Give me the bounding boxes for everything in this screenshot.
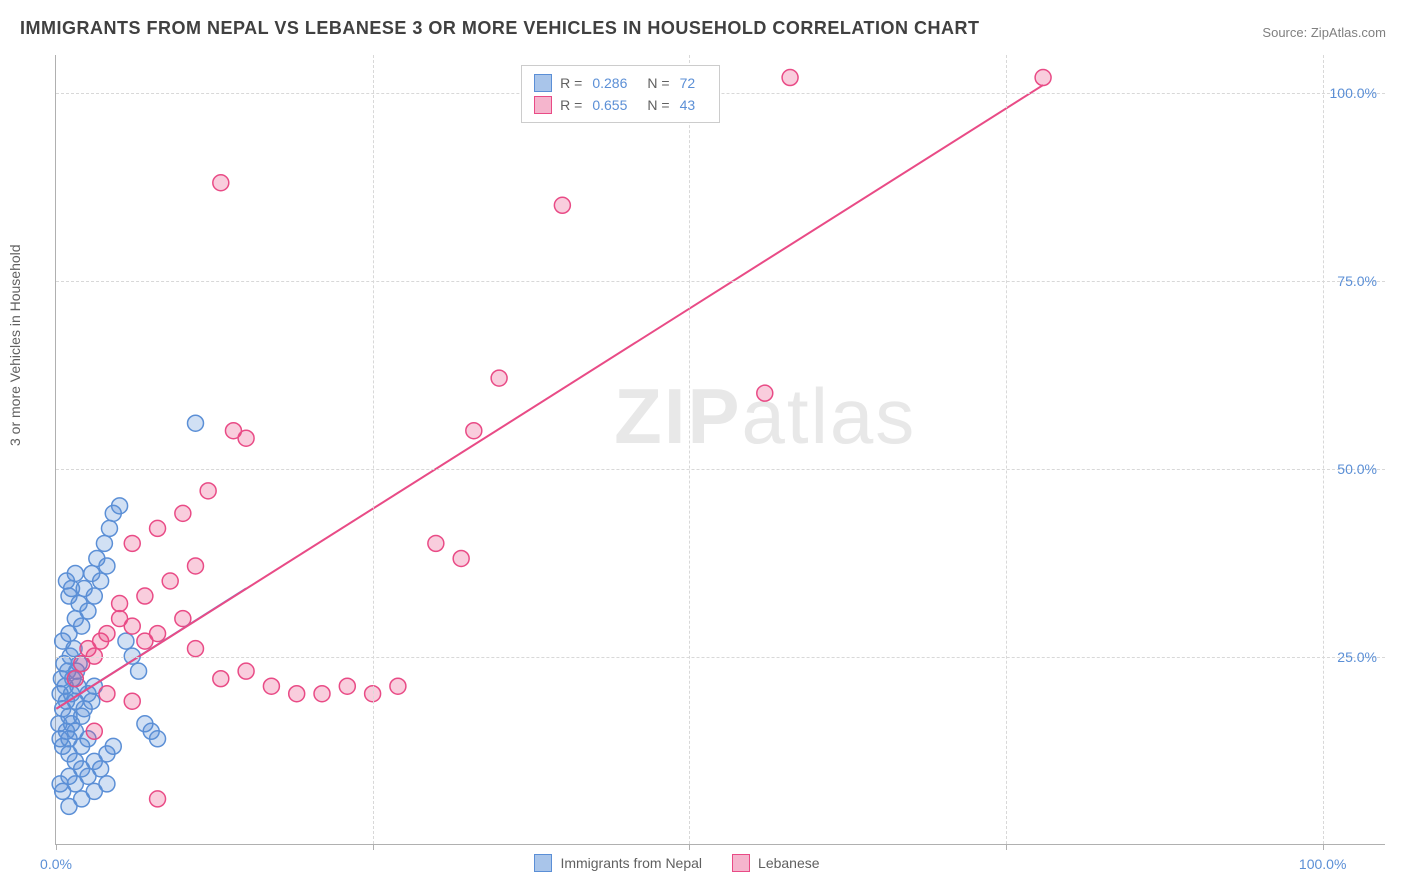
- scatter-point: [112, 498, 128, 514]
- legend-r-label: R =: [560, 75, 582, 91]
- trend-line: [56, 85, 1043, 709]
- scatter-point: [491, 370, 507, 386]
- scatter-point: [74, 618, 90, 634]
- scatter-point: [188, 415, 204, 431]
- scatter-point: [339, 678, 355, 694]
- y-tick-label: 25.0%: [1337, 649, 1377, 665]
- scatter-point: [137, 588, 153, 604]
- y-axis-label: 3 or more Vehicles in Household: [7, 244, 23, 446]
- scatter-point: [118, 633, 134, 649]
- scatter-point: [99, 626, 115, 642]
- scatter-point: [112, 596, 128, 612]
- scatter-point: [238, 430, 254, 446]
- scatter-point: [466, 423, 482, 439]
- series-legend: Immigrants from Nepal Lebanese: [534, 854, 819, 872]
- gridline-vertical: [689, 55, 690, 844]
- scatter-point: [263, 678, 279, 694]
- scatter-point: [105, 738, 121, 754]
- scatter-point: [238, 663, 254, 679]
- x-tick-label: 0.0%: [40, 856, 72, 872]
- legend-row: R = 0.655 N = 43: [534, 94, 707, 116]
- y-tick-label: 75.0%: [1337, 273, 1377, 289]
- scatter-point: [289, 686, 305, 702]
- scatter-point: [150, 626, 166, 642]
- x-tick-mark: [689, 844, 690, 850]
- scatter-point: [93, 761, 109, 777]
- gridline-horizontal: [56, 281, 1385, 282]
- y-tick-label: 100.0%: [1330, 85, 1377, 101]
- y-tick-label: 50.0%: [1337, 461, 1377, 477]
- scatter-point: [213, 671, 229, 687]
- scatter-plot-svg: [56, 55, 1385, 844]
- correlation-legend: R = 0.286 N = 72 R = 0.655 N = 43: [521, 65, 720, 123]
- legend-series-name: Immigrants from Nepal: [560, 855, 702, 871]
- scatter-point: [188, 558, 204, 574]
- source-name: ZipAtlas.com: [1311, 25, 1386, 40]
- scatter-point: [150, 731, 166, 747]
- scatter-point: [453, 550, 469, 566]
- legend-item: Immigrants from Nepal: [534, 854, 702, 872]
- scatter-point: [86, 723, 102, 739]
- legend-swatch: [732, 854, 750, 872]
- scatter-point: [213, 175, 229, 191]
- scatter-point: [150, 520, 166, 536]
- chart-title: IMMIGRANTS FROM NEPAL VS LEBANESE 3 OR M…: [20, 18, 980, 39]
- scatter-point: [89, 550, 105, 566]
- x-tick-mark: [1323, 844, 1324, 850]
- scatter-point: [428, 535, 444, 551]
- scatter-point: [99, 686, 115, 702]
- scatter-point: [175, 505, 191, 521]
- source-label: Source:: [1262, 25, 1307, 40]
- scatter-point: [101, 520, 117, 536]
- legend-n-label: N =: [647, 97, 669, 113]
- scatter-point: [782, 70, 798, 86]
- legend-r-value: 0.655: [592, 97, 627, 113]
- scatter-point: [314, 686, 330, 702]
- x-tick-mark: [1006, 844, 1007, 850]
- x-tick-label: 100.0%: [1299, 856, 1346, 872]
- scatter-point: [162, 573, 178, 589]
- legend-n-value: 72: [680, 75, 696, 91]
- source-attribution: Source: ZipAtlas.com: [1262, 25, 1386, 40]
- gridline-vertical: [373, 55, 374, 844]
- x-tick-mark: [56, 844, 57, 850]
- legend-series-name: Lebanese: [758, 855, 820, 871]
- gridline-horizontal: [56, 657, 1385, 658]
- scatter-point: [200, 483, 216, 499]
- scatter-point: [188, 641, 204, 657]
- scatter-point: [96, 535, 112, 551]
- scatter-point: [124, 693, 140, 709]
- gridline-horizontal: [56, 93, 1385, 94]
- scatter-point: [390, 678, 406, 694]
- legend-r-label: R =: [560, 97, 582, 113]
- legend-swatch: [534, 854, 552, 872]
- legend-swatch: [534, 96, 552, 114]
- scatter-point: [124, 618, 140, 634]
- scatter-point: [67, 671, 83, 687]
- legend-row: R = 0.286 N = 72: [534, 72, 707, 94]
- gridline-vertical: [1006, 55, 1007, 844]
- scatter-point: [99, 776, 115, 792]
- legend-n-value: 43: [680, 97, 696, 113]
- scatter-point: [61, 588, 77, 604]
- legend-swatch: [534, 74, 552, 92]
- legend-r-value: 0.286: [592, 75, 627, 91]
- scatter-point: [150, 791, 166, 807]
- scatter-point: [67, 565, 83, 581]
- plot-area: ZIPatlas 25.0%50.0%75.0%100.0%0.0%100.0%…: [55, 55, 1385, 845]
- scatter-point: [757, 385, 773, 401]
- gridline-vertical: [1323, 55, 1324, 844]
- scatter-point: [554, 197, 570, 213]
- scatter-point: [131, 663, 147, 679]
- scatter-point: [84, 565, 100, 581]
- legend-item: Lebanese: [732, 854, 820, 872]
- scatter-point: [84, 693, 100, 709]
- gridline-horizontal: [56, 469, 1385, 470]
- scatter-point: [1035, 70, 1051, 86]
- legend-n-label: N =: [647, 75, 669, 91]
- scatter-point: [124, 535, 140, 551]
- x-tick-mark: [373, 844, 374, 850]
